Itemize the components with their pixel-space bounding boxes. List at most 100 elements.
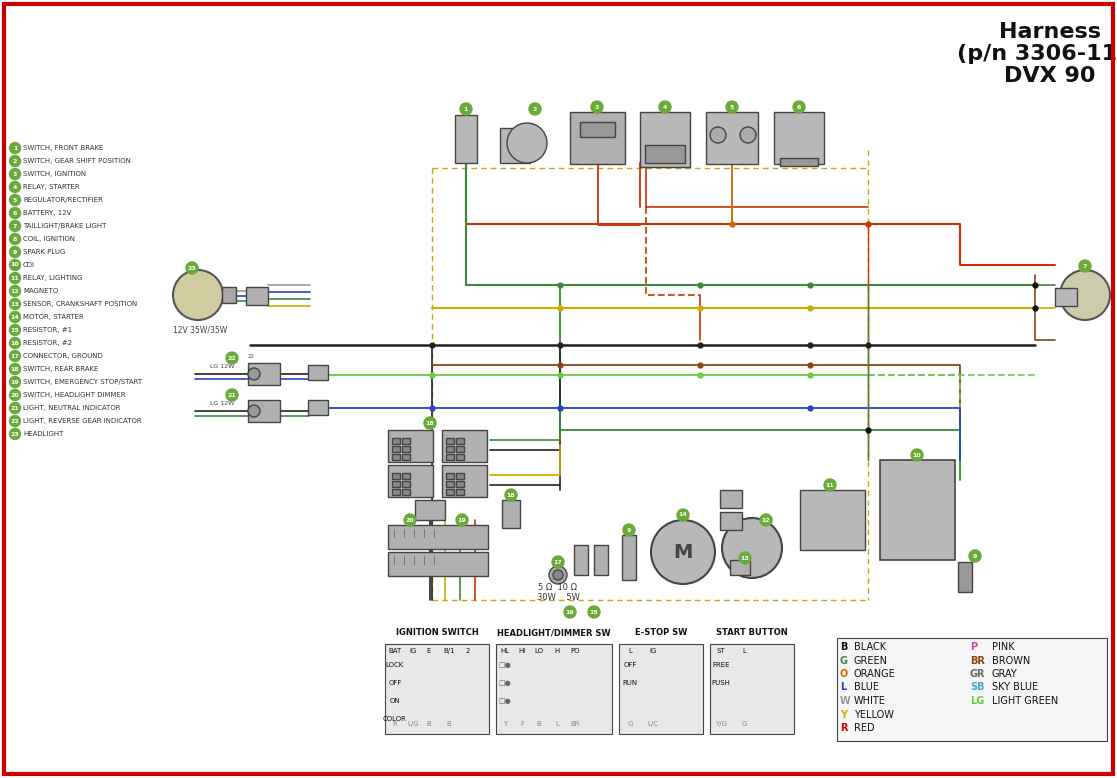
Bar bbox=[720, 490, 742, 508]
Text: 13: 13 bbox=[741, 555, 750, 560]
Text: HI: HI bbox=[518, 648, 526, 654]
Text: GREEN: GREEN bbox=[855, 656, 888, 665]
Circle shape bbox=[10, 324, 20, 335]
Circle shape bbox=[10, 208, 20, 219]
Circle shape bbox=[911, 449, 923, 461]
Text: COIL, IGNITION: COIL, IGNITION bbox=[23, 236, 75, 242]
Text: 2: 2 bbox=[466, 648, 470, 654]
Circle shape bbox=[248, 368, 260, 380]
Text: 8: 8 bbox=[12, 237, 17, 241]
Text: 20: 20 bbox=[11, 392, 19, 398]
Text: L: L bbox=[628, 648, 632, 654]
Text: LG 12W: LG 12W bbox=[210, 401, 235, 406]
Text: L/C: L/C bbox=[648, 721, 659, 727]
Bar bbox=[402, 438, 410, 444]
Circle shape bbox=[460, 103, 472, 115]
Circle shape bbox=[10, 299, 20, 310]
Text: OFF: OFF bbox=[623, 662, 637, 668]
Circle shape bbox=[722, 518, 782, 578]
Bar bbox=[392, 438, 400, 444]
Bar bbox=[619, 644, 703, 734]
Text: □●: □● bbox=[498, 698, 512, 704]
Text: 14: 14 bbox=[679, 513, 687, 517]
Bar bbox=[446, 473, 454, 479]
Circle shape bbox=[677, 509, 689, 521]
Bar bbox=[594, 545, 608, 575]
Text: 11: 11 bbox=[825, 482, 834, 488]
Text: COLOR: COLOR bbox=[383, 716, 407, 722]
Text: B: B bbox=[447, 721, 451, 727]
Circle shape bbox=[1079, 260, 1091, 272]
Circle shape bbox=[553, 570, 563, 580]
Bar bbox=[392, 473, 400, 479]
Circle shape bbox=[226, 389, 238, 401]
Text: HEADLIGHT/DIMMER SW: HEADLIGHT/DIMMER SW bbox=[497, 628, 611, 637]
Bar bbox=[402, 489, 410, 495]
Circle shape bbox=[10, 390, 20, 401]
Text: 22: 22 bbox=[228, 356, 237, 360]
Bar bbox=[800, 490, 865, 550]
Text: YELLOW: YELLOW bbox=[855, 710, 894, 720]
Circle shape bbox=[588, 606, 600, 618]
Text: FREE: FREE bbox=[713, 662, 729, 668]
Bar bbox=[446, 489, 454, 495]
Circle shape bbox=[10, 156, 20, 166]
Circle shape bbox=[10, 311, 20, 323]
Bar bbox=[308, 365, 328, 380]
Bar bbox=[416, 500, 445, 520]
Text: SWITCH, HEADLIGHT DIMMER: SWITCH, HEADLIGHT DIMMER bbox=[23, 392, 125, 398]
Text: ORANGE: ORANGE bbox=[855, 669, 896, 679]
Circle shape bbox=[10, 272, 20, 283]
Text: |: | bbox=[422, 529, 426, 538]
Text: SWITCH, FRONT BRAKE: SWITCH, FRONT BRAKE bbox=[23, 145, 104, 151]
Text: 12: 12 bbox=[762, 517, 771, 523]
Text: 19: 19 bbox=[458, 517, 467, 523]
Circle shape bbox=[404, 514, 416, 526]
Bar bbox=[774, 112, 824, 164]
Text: |: | bbox=[432, 556, 436, 565]
Text: 9: 9 bbox=[627, 527, 631, 532]
Circle shape bbox=[10, 233, 20, 244]
Text: LIGHT, REVERSE GEAR INDICATOR: LIGHT, REVERSE GEAR INDICATOR bbox=[23, 418, 142, 424]
Text: 16: 16 bbox=[565, 609, 574, 615]
Text: 21: 21 bbox=[11, 405, 19, 411]
Text: BROWN: BROWN bbox=[992, 656, 1030, 665]
Bar bbox=[456, 446, 464, 452]
Bar bbox=[570, 112, 626, 164]
Text: SWITCH, REAR BRAKE: SWITCH, REAR BRAKE bbox=[23, 366, 98, 372]
Text: 7: 7 bbox=[12, 223, 17, 229]
Text: 12: 12 bbox=[11, 289, 19, 293]
Text: B: B bbox=[840, 642, 848, 652]
Text: R: R bbox=[840, 723, 848, 733]
Circle shape bbox=[10, 363, 20, 374]
Circle shape bbox=[10, 169, 20, 180]
Text: Y: Y bbox=[840, 710, 847, 720]
Text: B/1: B/1 bbox=[443, 648, 455, 654]
Bar bbox=[388, 465, 433, 497]
Text: 18: 18 bbox=[507, 492, 515, 497]
Bar bbox=[580, 122, 615, 137]
Circle shape bbox=[505, 489, 517, 501]
Text: 12V 35W/35W: 12V 35W/35W bbox=[173, 325, 227, 334]
Circle shape bbox=[10, 402, 20, 413]
Text: 23: 23 bbox=[11, 432, 19, 436]
Text: 6: 6 bbox=[12, 211, 17, 216]
Text: SB: SB bbox=[970, 682, 984, 692]
Text: 5: 5 bbox=[729, 104, 734, 110]
Circle shape bbox=[226, 352, 238, 364]
Text: GR: GR bbox=[970, 669, 985, 679]
Text: TAILLIGHT/BRAKE LIGHT: TAILLIGHT/BRAKE LIGHT bbox=[23, 223, 106, 229]
Text: 17: 17 bbox=[554, 559, 562, 565]
Circle shape bbox=[824, 479, 836, 491]
Bar bbox=[880, 460, 955, 560]
Text: P: P bbox=[970, 642, 977, 652]
Text: BAT: BAT bbox=[389, 648, 402, 654]
Bar bbox=[392, 489, 400, 495]
Bar bbox=[222, 287, 236, 303]
Circle shape bbox=[760, 514, 772, 526]
Circle shape bbox=[10, 377, 20, 387]
Circle shape bbox=[507, 123, 547, 163]
Bar bbox=[706, 112, 758, 164]
Bar bbox=[456, 489, 464, 495]
Text: |: | bbox=[392, 556, 395, 565]
